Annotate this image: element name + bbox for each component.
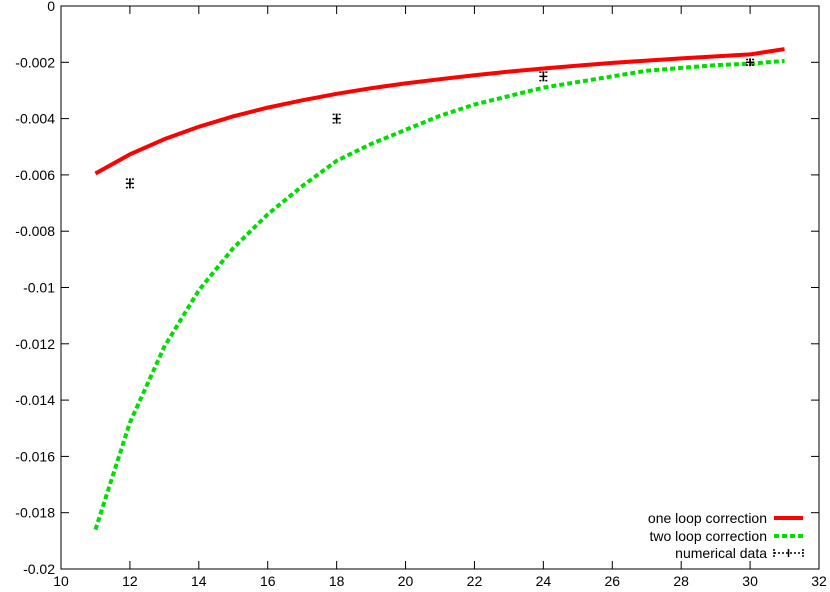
x-tick-label: 18 xyxy=(329,573,345,589)
y-tick-label: -0.006 xyxy=(15,167,55,183)
legend-label: numerical data xyxy=(675,545,767,561)
x-tick-label: 10 xyxy=(53,573,69,589)
x-tick-label: 32 xyxy=(811,573,827,589)
x-tick-label: 24 xyxy=(536,573,552,589)
x-tick-label: 26 xyxy=(604,573,620,589)
legend-label: one loop correction xyxy=(648,510,767,526)
x-tick-label: 16 xyxy=(260,573,276,589)
y-tick-label: -0.016 xyxy=(15,448,55,464)
y-tick-label: -0.008 xyxy=(15,223,55,239)
y-tick-label: -0.02 xyxy=(23,561,55,577)
legend: one loop correction two loop correctionnu… xyxy=(648,510,804,561)
x-tick-label: 28 xyxy=(673,573,689,589)
plot-frame xyxy=(60,5,820,570)
y-tick-label: -0.01 xyxy=(23,280,55,296)
y-axis-ticks: 0 -0.002 -0.004 -0.006 -0.008 -0.01 -0.012 -0.0… xyxy=(15,0,819,577)
y-tick-label: -0.004 xyxy=(15,111,55,127)
x-tick-label: 30 xyxy=(742,573,758,589)
y-tick-label: -0.012 xyxy=(15,336,55,352)
legend-swatch xyxy=(773,549,804,557)
plot-series xyxy=(93,47,785,531)
y-tick-label: -0.014 xyxy=(15,392,55,408)
data-point xyxy=(332,113,341,124)
legend-label: two loop correction xyxy=(649,528,767,544)
y-tick-label: -0.002 xyxy=(15,54,55,70)
series-line-1 xyxy=(94,47,785,176)
data-point xyxy=(125,178,134,189)
y-tick-label: 0 xyxy=(47,0,55,14)
x-axis-ticks: 10 12 14 16 18 20 22 24 26 28 30 32 xyxy=(53,6,827,589)
data-point xyxy=(539,71,548,82)
series-line-2 xyxy=(93,58,785,531)
x-tick-label: 20 xyxy=(398,573,414,589)
data-point xyxy=(746,58,755,67)
x-tick-label: 14 xyxy=(191,573,207,589)
x-tick-label: 12 xyxy=(122,573,138,589)
x-tick-label: 22 xyxy=(467,573,483,589)
y-tick-label: -0.018 xyxy=(15,505,55,521)
